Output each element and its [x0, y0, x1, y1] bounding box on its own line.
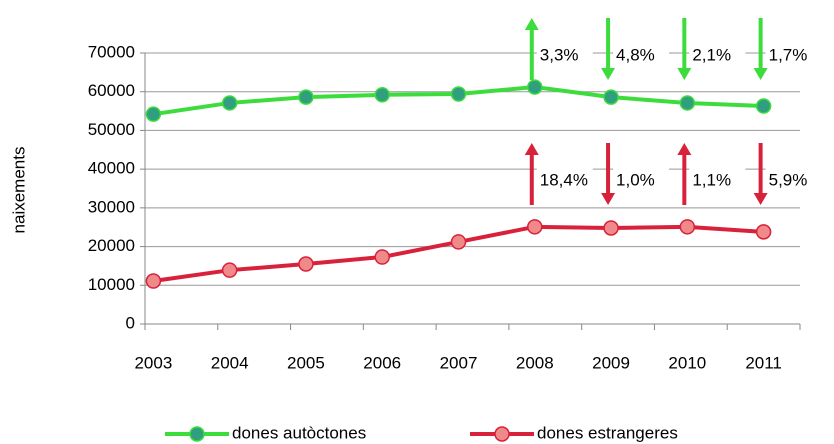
y-tick-label: 20000 — [88, 236, 135, 255]
y-axis-label: naixements — [9, 147, 28, 234]
point — [527, 219, 543, 235]
x-tick-label: 2009 — [592, 353, 630, 372]
legend-marker — [494, 426, 510, 442]
y-tick-label: 70000 — [88, 42, 135, 61]
annotation: 4,8% — [616, 45, 655, 64]
x-tick-label: 2005 — [287, 353, 325, 372]
y-tick-label: 30000 — [88, 197, 135, 216]
point — [755, 98, 772, 114]
x-tick-label: 2007 — [440, 353, 478, 372]
y-tick-label: 50000 — [88, 120, 135, 139]
point — [679, 95, 696, 111]
legend-label: dones autòctones — [232, 423, 366, 442]
annotation-box — [613, 42, 670, 70]
point — [755, 224, 772, 240]
arrow-head — [677, 68, 692, 80]
point — [679, 219, 696, 235]
annotation-box — [765, 42, 822, 70]
y-tick-label: 60000 — [88, 81, 135, 100]
x-tick-label: 2010 — [668, 353, 706, 372]
annotation: 1,7% — [769, 45, 808, 64]
annotation: 1,0% — [616, 170, 655, 189]
arrow-head — [601, 193, 616, 205]
y-tick-label: 10000 — [88, 275, 135, 294]
point — [450, 234, 467, 250]
arrow-head — [524, 143, 539, 155]
y-tick-label: 0 — [126, 313, 135, 332]
annotation: 1,1% — [692, 170, 731, 189]
point — [145, 106, 162, 122]
annotation-box — [689, 42, 746, 70]
point — [221, 95, 238, 111]
annotation-box — [536, 167, 593, 195]
arrow-head — [677, 143, 692, 155]
annotation: 18,4% — [540, 170, 588, 189]
arrow-head — [524, 18, 539, 30]
x-tick-label: 2011 — [745, 353, 782, 372]
x-tick-label: 2006 — [363, 353, 401, 372]
x-tick-label: 2008 — [516, 353, 554, 372]
arrow-head — [753, 193, 768, 205]
annotation: 2,1% — [692, 45, 731, 64]
point — [603, 220, 619, 236]
legend-marker — [189, 426, 205, 442]
y-tick-label: 40000 — [88, 159, 135, 178]
annotation-box — [689, 167, 746, 195]
annotation: 3,3% — [540, 45, 579, 64]
point — [145, 273, 162, 289]
point — [298, 89, 314, 105]
point — [603, 89, 619, 105]
point — [374, 249, 390, 265]
point — [527, 79, 543, 95]
annotation: 5,9% — [769, 170, 808, 189]
arrow-head — [753, 68, 768, 80]
annotation-box — [765, 167, 822, 195]
annotation-box — [613, 167, 670, 195]
point — [374, 87, 390, 103]
x-tick-label: 2003 — [134, 353, 172, 372]
point — [221, 262, 238, 278]
x-tick-label: 2004 — [211, 353, 249, 372]
arrow-head — [601, 68, 616, 80]
point — [450, 86, 467, 102]
annotation-box — [536, 42, 593, 70]
legend-label: dones estrangeres — [537, 423, 678, 442]
point — [298, 256, 314, 272]
